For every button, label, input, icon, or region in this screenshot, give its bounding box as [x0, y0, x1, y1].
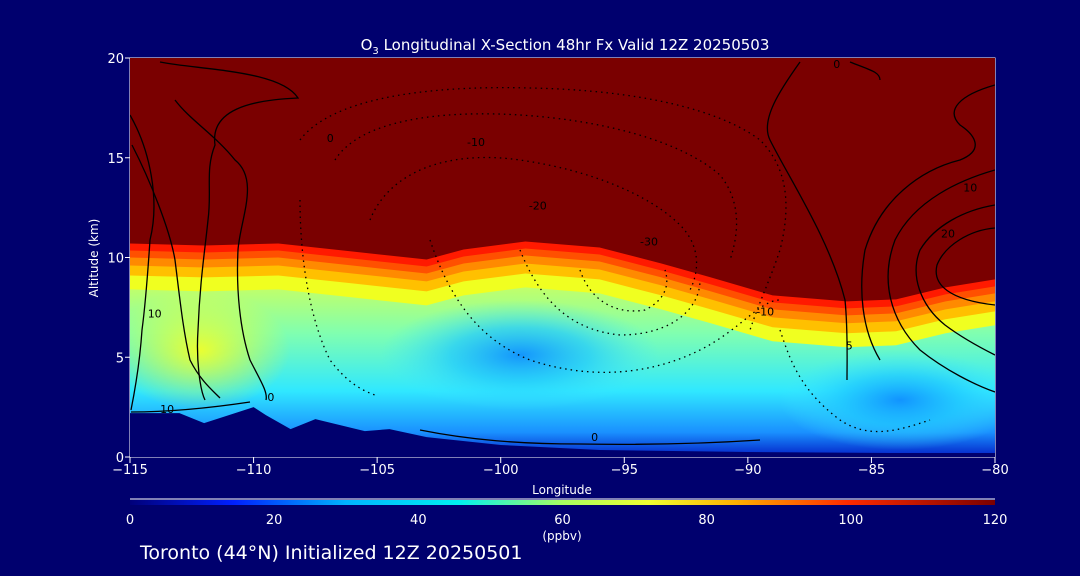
x-tick-label: −90	[734, 463, 761, 478]
colorbar-tick-label: 80	[698, 513, 715, 528]
y-tick-label: 5	[116, 351, 124, 366]
y-tick-label: 10	[107, 252, 124, 267]
contour-solid-west-2	[159, 61, 300, 401]
contour-labels: 0 10 0 10 -10 -20 -30 -10 0 5 0 10 20	[148, 58, 978, 444]
y-axis-label: Altitude (km)	[87, 219, 101, 298]
contour-solid-east-2	[849, 61, 995, 361]
contour-solid-east-3	[887, 169, 995, 393]
x-tick-label: −100	[483, 463, 519, 478]
run-caption: Toronto (44°N) Initialized 12Z 20250501	[140, 542, 523, 564]
chart-title: O3 Longitudinal X-Section 48hr Fx Valid …	[361, 36, 770, 57]
y-tick-label: 15	[107, 152, 124, 167]
contour-solid-east-5	[935, 227, 995, 306]
contour-label: 10	[148, 307, 162, 320]
contour-solid-east-1	[766, 61, 848, 381]
contour-label: 5	[846, 339, 853, 352]
contour-dashed-5	[429, 239, 781, 373]
low-ozone-east	[780, 350, 995, 450]
x-axis-label: Longitude	[532, 483, 592, 497]
x-tick-label: −80	[981, 463, 1008, 478]
colorbar-tick-label: 0	[126, 513, 134, 528]
contour-label: 20	[941, 228, 955, 241]
contour-lines	[130, 61, 995, 446]
contour-lines-negative	[299, 87, 931, 433]
contour-solid-west-1	[130, 114, 155, 411]
contour-label: 0	[327, 132, 334, 145]
high-ozone-west	[130, 290, 290, 410]
x-axis: −115 −110 −105 −100 −95 −90 −85 −80	[112, 457, 1009, 478]
x-tick-label: −115	[112, 463, 148, 478]
contour-label: -10	[467, 136, 485, 149]
colorbar-tick-label: 40	[410, 513, 427, 528]
x-tick-label: −95	[611, 463, 638, 478]
contour-dashed-7	[579, 269, 668, 312]
colorbar-tick-label: 60	[554, 513, 571, 528]
x-tick-label: −85	[858, 463, 885, 478]
contour-solid-east-4	[915, 204, 995, 356]
contour-dashed-6	[519, 249, 701, 336]
y-axis: 0 5 10 15 20	[107, 52, 130, 466]
colorbar	[130, 500, 995, 505]
contour-label: 10	[963, 182, 977, 195]
colorbar-tick-label: 100	[838, 513, 863, 528]
ozone-field: 0 10 0 10 -10 -20 -30 -10 0 5 0 10 20	[130, 58, 995, 457]
low-ozone-core	[380, 300, 660, 410]
colorbar-ticks: 0 20 40 60 80 100 120	[126, 513, 1008, 528]
contour-label: 0	[591, 431, 598, 444]
terrain	[130, 407, 995, 457]
x-tick-label: −110	[236, 463, 272, 478]
y-tick-label: 20	[107, 52, 124, 67]
contour-label: -30	[640, 236, 658, 249]
contour-label: 0	[267, 391, 274, 404]
y-tick-label: 0	[116, 451, 124, 466]
contour-solid-west-4	[131, 144, 221, 399]
colorbar-label: (ppbv)	[542, 529, 581, 543]
colorbar-tick-label: 120	[983, 513, 1008, 528]
contour-solid-west-3	[174, 99, 267, 401]
contour-label: -20	[529, 200, 547, 213]
chart-title-subscript: 3	[372, 46, 378, 57]
x-tick-label: −105	[359, 463, 395, 478]
contour-label: -10	[756, 305, 774, 318]
contour-label: 10	[160, 403, 174, 416]
stratosphere-fill	[130, 58, 995, 302]
contour-label: 0	[833, 58, 840, 71]
contour-solid-lower	[130, 401, 761, 446]
contour-dashed-8	[779, 329, 931, 433]
colorbar-tick-label: 20	[266, 513, 283, 528]
